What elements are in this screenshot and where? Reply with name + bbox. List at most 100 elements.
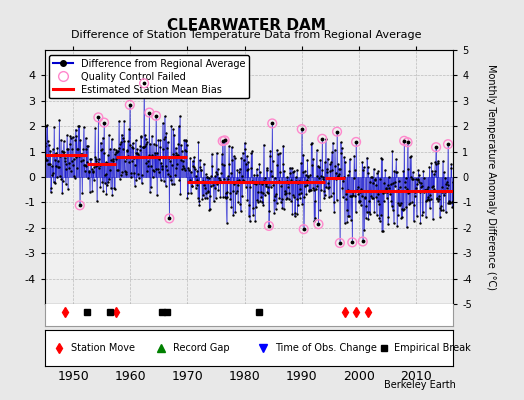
Point <box>83 159 92 166</box>
Point <box>183 195 192 201</box>
Point <box>96 139 105 146</box>
Point <box>82 146 90 152</box>
Point <box>193 168 202 174</box>
Point <box>177 156 185 163</box>
Point <box>365 198 374 204</box>
Point <box>269 197 278 204</box>
Point <box>388 148 397 155</box>
Point <box>309 156 318 162</box>
Point <box>116 141 125 147</box>
Point <box>320 188 328 194</box>
Point <box>432 144 440 150</box>
Point <box>303 182 311 188</box>
Point <box>279 206 288 212</box>
Point <box>161 134 169 140</box>
Point <box>449 179 457 185</box>
Point <box>451 158 460 165</box>
Point <box>182 148 190 154</box>
Point <box>435 196 443 202</box>
Point <box>94 114 103 120</box>
Point <box>247 165 255 172</box>
Point <box>376 218 384 224</box>
Point <box>110 146 118 153</box>
Point <box>278 205 287 212</box>
Point <box>278 196 286 202</box>
Point <box>259 202 267 208</box>
Point <box>382 185 390 191</box>
Point <box>132 150 140 156</box>
Point <box>400 178 409 185</box>
Point <box>124 153 133 160</box>
Point <box>288 164 296 171</box>
Point <box>352 139 361 145</box>
Point <box>179 158 187 164</box>
Point <box>216 178 225 185</box>
Point <box>300 194 308 200</box>
Point <box>135 152 143 159</box>
Point <box>88 166 96 172</box>
Point <box>85 189 94 195</box>
Point <box>372 182 380 188</box>
Point <box>322 184 330 190</box>
Point <box>275 195 283 202</box>
Point <box>258 190 267 196</box>
Point <box>46 161 54 168</box>
Point <box>232 190 240 197</box>
Point <box>231 209 239 216</box>
Point <box>95 165 103 171</box>
Point <box>342 191 350 197</box>
Point <box>336 166 345 172</box>
Point <box>212 169 220 175</box>
Point <box>242 184 250 190</box>
Point <box>187 190 195 196</box>
Point <box>291 210 299 216</box>
Point <box>199 178 207 184</box>
Point <box>308 139 316 146</box>
Point <box>399 206 408 212</box>
Point <box>410 192 419 199</box>
Point <box>217 169 225 176</box>
Point <box>244 166 252 172</box>
Point <box>87 161 95 168</box>
Point <box>447 199 456 205</box>
Point <box>235 176 243 183</box>
Point <box>142 141 150 148</box>
Point <box>318 136 326 142</box>
Point <box>187 168 195 175</box>
Point <box>363 209 371 215</box>
Point <box>245 212 253 219</box>
Point <box>345 168 354 174</box>
Point <box>424 194 432 200</box>
Point <box>354 184 362 190</box>
Point <box>128 158 136 164</box>
Point <box>418 212 427 218</box>
Point <box>373 212 381 218</box>
Point <box>75 202 84 208</box>
Point <box>148 133 156 139</box>
Point <box>243 197 252 204</box>
Point <box>438 183 446 190</box>
Point <box>152 142 161 148</box>
Point <box>45 142 53 148</box>
Point <box>146 140 155 147</box>
Point <box>255 161 264 167</box>
Point <box>323 169 331 175</box>
Point <box>329 139 337 146</box>
Point <box>304 174 312 180</box>
Point <box>303 157 312 163</box>
Point <box>381 167 389 173</box>
Point <box>334 173 342 179</box>
Point <box>325 194 333 200</box>
Point <box>357 201 365 208</box>
Point <box>134 150 143 157</box>
Point <box>392 168 401 175</box>
Point <box>425 197 433 203</box>
Point <box>206 192 214 199</box>
Point <box>77 158 85 164</box>
Point <box>256 198 264 204</box>
Point <box>254 199 263 206</box>
Point <box>69 134 77 140</box>
Point <box>314 221 323 228</box>
Point <box>130 182 139 189</box>
Point <box>80 168 89 174</box>
